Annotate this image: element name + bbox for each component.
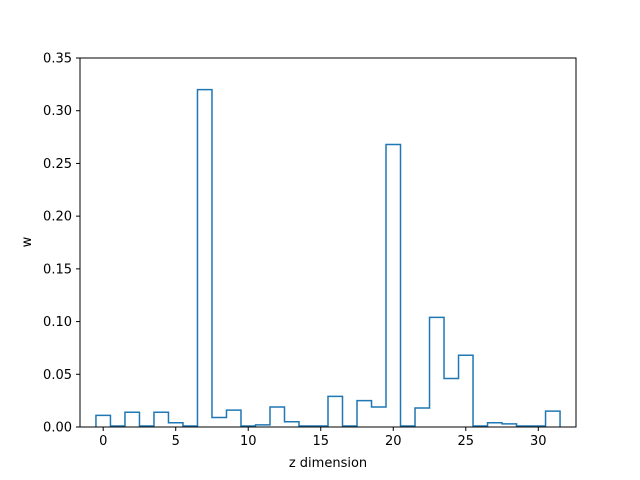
x-tick-label: 30 [530, 434, 547, 449]
y-axis-label: w [20, 236, 35, 247]
y-tick-label: 0.00 [43, 421, 72, 436]
axes-frame [79, 57, 577, 428]
x-tick-label: 15 [312, 434, 329, 449]
x-tick-label: 5 [172, 434, 180, 449]
y-axis-ticks: 0.00 0.05 0.10 0.15 0.20 0.25 0.30 0.35 [43, 52, 80, 436]
y-tick-label: 0.25 [43, 157, 72, 172]
x-tick-label: 25 [458, 434, 475, 449]
y-tick-label: 0.35 [43, 52, 72, 67]
x-axis-label: z dimension [289, 456, 367, 471]
y-tick-label: 0.20 [43, 210, 72, 225]
x-tick-label: 0 [99, 434, 107, 449]
x-tick-label: 20 [385, 434, 402, 449]
x-tick-label: 10 [240, 434, 257, 449]
y-tick-label: 0.05 [43, 368, 72, 383]
x-axis-ticks: 0 5 10 15 20 25 30 [99, 427, 547, 449]
y-tick-label: 0.30 [43, 104, 72, 119]
histogram-step-line [95, 88, 561, 427]
plot-area [95, 88, 561, 427]
y-tick-label: 0.10 [43, 315, 72, 330]
y-tick-label: 0.15 [43, 262, 72, 277]
